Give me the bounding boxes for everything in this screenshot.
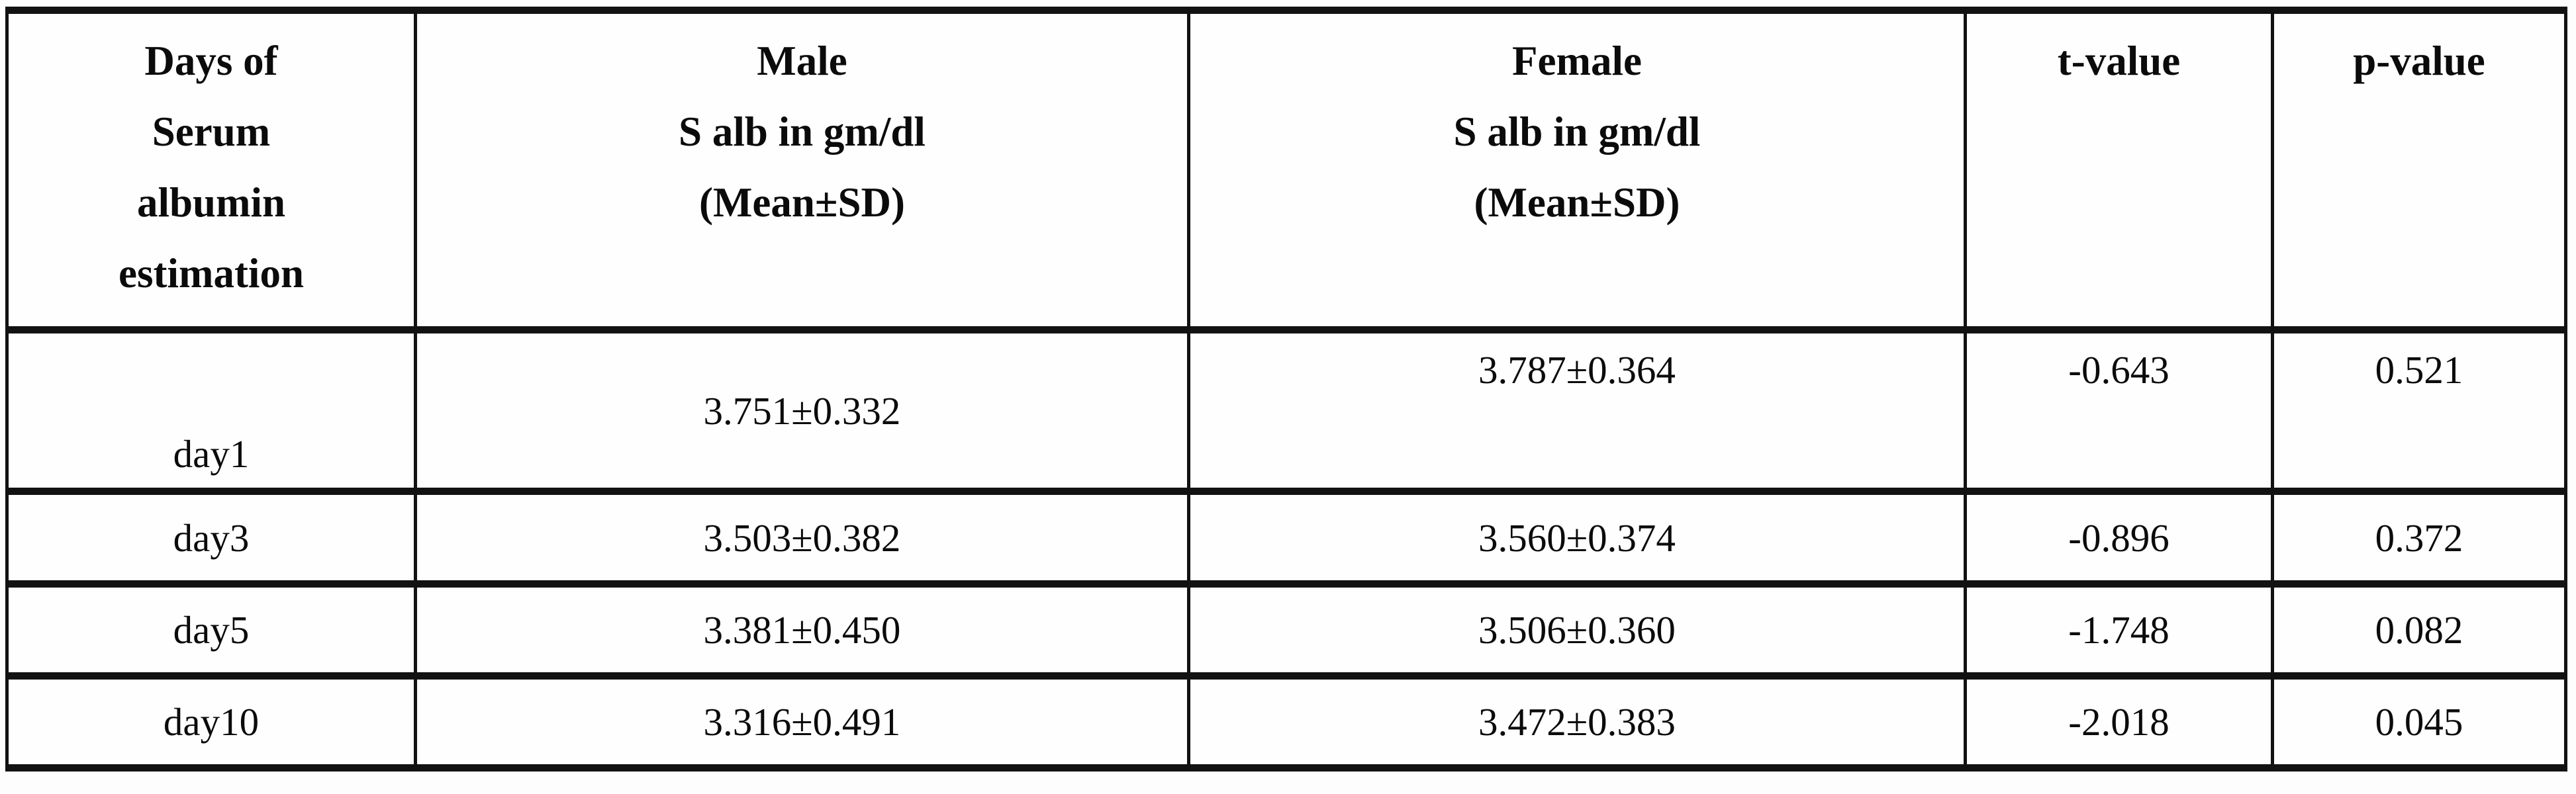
cell-day10-tvalue: -2.018 <box>1964 672 2274 772</box>
header-days-line: estimation <box>119 250 304 296</box>
header-male: Male S alb in gm/dl (Mean±SD) <box>414 7 1190 333</box>
cell-day3-female: 3.560±0.374 <box>1187 488 1967 588</box>
cell-day1-female: 3.787±0.364 <box>1187 326 1967 495</box>
header-female-line: Female <box>1512 38 1642 84</box>
header-days-line: albumin <box>136 179 286 226</box>
header-p-value: p-value <box>2271 7 2567 333</box>
table-row-day10: day10 3.316±0.491 3.472±0.383 -2.018 0.0… <box>5 672 2567 772</box>
table-row-day5: day5 3.381±0.450 3.506±0.360 -1.748 0.08… <box>5 580 2567 680</box>
header-male-line: (Mean±SD) <box>698 179 906 226</box>
header-row: Days of Serum albumin estimation Male S … <box>5 7 2567 333</box>
cell-day3-label: day3 <box>5 488 417 588</box>
cell-day1-pvalue: 0.521 <box>2271 326 2567 495</box>
cell-day5-male: 3.381±0.450 <box>414 580 1190 680</box>
table-row-day3: day3 3.503±0.382 3.560±0.374 -0.896 0.37… <box>5 488 2567 588</box>
header-female: Female S alb in gm/dl (Mean±SD) <box>1187 7 1967 333</box>
cell-day10-male: 3.316±0.491 <box>414 672 1190 772</box>
cell-day1-male: 3.751±0.332 <box>414 326 1190 495</box>
cell-day5-tvalue: -1.748 <box>1964 580 2274 680</box>
cell-day3-tvalue: -0.896 <box>1964 488 2274 588</box>
cell-day10-pvalue: 0.045 <box>2271 672 2567 772</box>
cell-day1-tvalue: -0.643 <box>1964 326 2274 495</box>
cell-day5-pvalue: 0.082 <box>2271 580 2567 680</box>
cell-day5-female: 3.506±0.360 <box>1187 580 1967 680</box>
serum-albumin-table: Days of Serum albumin estimation Male S … <box>5 7 2567 772</box>
cell-day3-pvalue: 0.372 <box>2271 488 2567 588</box>
header-male-line: Male <box>757 38 847 84</box>
header-male-line: S alb in gm/dl <box>679 109 926 155</box>
cell-day10-label: day10 <box>5 672 417 772</box>
table-row-day1: day1 3.751±0.332 3.787±0.364 -0.643 0.52… <box>5 326 2567 495</box>
cell-day5-label: day5 <box>5 580 417 680</box>
header-days-line: Serum <box>152 109 271 155</box>
cell-day3-male: 3.503±0.382 <box>414 488 1190 588</box>
header-days-line: Days of <box>144 38 278 84</box>
cell-day10-female: 3.472±0.383 <box>1187 672 1967 772</box>
header-t-value: t-value <box>1964 7 2274 333</box>
header-female-line: (Mean±SD) <box>1474 179 1680 226</box>
cell-day1-label: day1 <box>5 326 417 495</box>
header-days-of-estimation: Days of Serum albumin estimation <box>5 7 417 333</box>
header-female-line: S alb in gm/dl <box>1453 109 1701 155</box>
